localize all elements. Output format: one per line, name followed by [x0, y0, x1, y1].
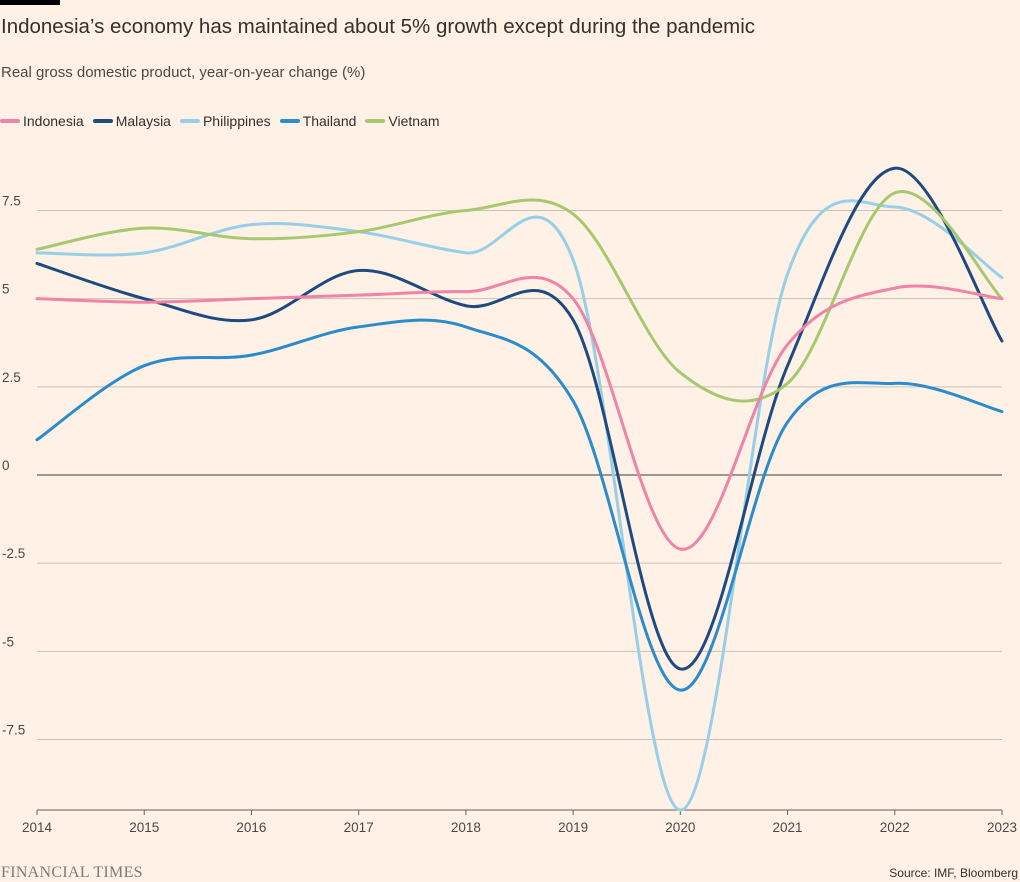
series-line-vietnam	[35, 190, 1004, 403]
series-line-indonesia	[35, 275, 1004, 551]
legend-swatch	[179, 119, 200, 123]
legend-label: Vietnam	[388, 113, 440, 129]
y-tick-label: -7.5	[2, 722, 25, 737]
x-tick-label: 2018	[451, 820, 481, 835]
brand-accent-bar	[0, 0, 60, 5]
x-tick-label: 2019	[558, 820, 588, 835]
y-tick-label: -2.5	[2, 546, 25, 561]
series-line-philippines	[35, 199, 1004, 812]
legend-label: Malaysia	[115, 113, 171, 129]
x-tick-label: 2014	[22, 820, 53, 835]
legend-label: Philippines	[202, 113, 271, 129]
y-tick-label: 2.5	[2, 370, 21, 385]
x-tick-label: 2016	[236, 820, 266, 835]
x-tick-label: 2020	[665, 820, 695, 835]
ft-logo-text: FINANCIAL TIMES	[1, 864, 143, 881]
legend-item-indonesia: Indonesia	[0, 113, 84, 129]
x-tick-label: 2021	[773, 820, 803, 835]
chart-title: Indonesia’s economy has maintained about…	[1, 15, 756, 38]
x-tick-label: 2015	[129, 820, 159, 835]
legend-label: Indonesia	[23, 113, 84, 129]
source-note: Source: IMF, Bloomberg	[889, 866, 1018, 880]
x-tick-label: 2023	[987, 820, 1017, 835]
legend-swatch	[0, 119, 20, 123]
legend-item-vietnam: Vietnam	[365, 113, 440, 129]
legend-item-philippines: Philippines	[179, 113, 271, 129]
legend-item-thailand: Thailand	[279, 113, 357, 129]
series-line-malaysia	[35, 166, 1004, 671]
series-line-thailand	[35, 318, 1004, 692]
legend-swatch	[365, 119, 386, 123]
chart-legend: Indonesia Malaysia Philippines Thailand Viet…	[0, 113, 449, 129]
y-tick-label: -5	[2, 634, 14, 649]
legend-label: Thailand	[302, 113, 357, 129]
y-tick-label: 0	[2, 458, 10, 473]
legend-swatch	[92, 119, 113, 123]
y-tick-label: 5	[2, 282, 10, 297]
chart-subtitle: Real gross domestic product, year-on-yea…	[1, 64, 366, 81]
y-tick-label: 7.5	[2, 194, 21, 209]
x-tick-label: 2022	[880, 820, 910, 835]
x-tick-label: 2017	[344, 820, 374, 835]
line-chart: 7.5 5 2.5 0 -2.5 -5 -7.5 2014 2015 2016 2017 2018 20…	[2, 166, 1017, 835]
legend-item-malaysia: Malaysia	[92, 113, 171, 129]
legend-swatch	[279, 119, 300, 123]
